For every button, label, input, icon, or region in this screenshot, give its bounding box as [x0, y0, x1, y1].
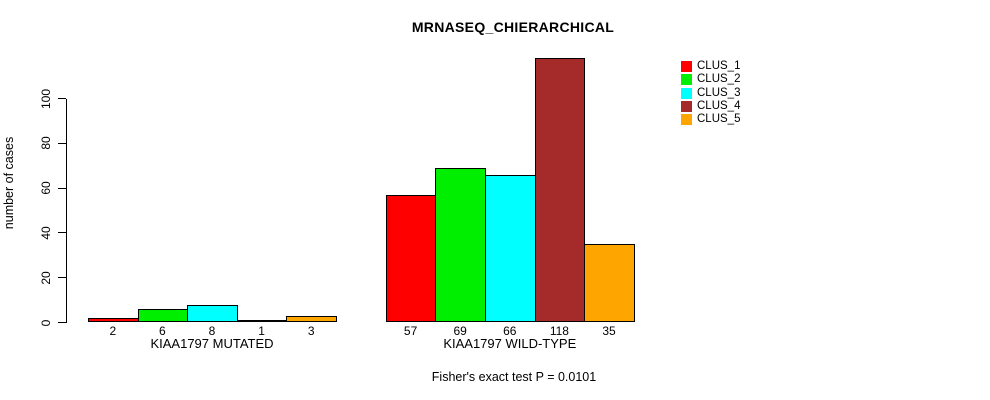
legend-item: CLUS_5 [681, 113, 741, 126]
y-axis-tick [58, 98, 66, 99]
bar [88, 318, 139, 323]
legend-label: CLUS_3 [697, 86, 741, 99]
legend-label: CLUS_1 [697, 60, 741, 72]
bar [385, 194, 437, 323]
legend-swatch [681, 61, 692, 72]
legend-label: CLUS_5 [697, 113, 741, 126]
bar [534, 58, 586, 323]
legend-item: CLUS_2 [681, 73, 741, 86]
chart-title: MRNASEQ_CHIERARCHICAL [411, 19, 615, 35]
bar [485, 174, 536, 323]
y-axis-tick-label: 80 [39, 136, 53, 150]
bar [435, 167, 486, 323]
bar-value-label: 3 [307, 324, 315, 338]
legend-label: CLUS_2 [697, 73, 741, 86]
y-axis-tick-label: 100 [39, 88, 53, 109]
bar [187, 304, 238, 323]
bar-value-label: 118 [549, 324, 569, 338]
y-axis-tick [58, 187, 66, 189]
group-label: KIAA1797 WILD-TYPE [443, 336, 577, 351]
bar-value-label: 35 [602, 324, 616, 338]
bar-value-label: 57 [403, 324, 418, 338]
legend-swatch [681, 114, 692, 126]
legend-swatch [681, 87, 692, 99]
bar [584, 244, 635, 323]
bar-value-label: 2 [109, 324, 117, 338]
bar-value-label: 66 [503, 324, 517, 338]
bar-value-label: 8 [208, 324, 216, 338]
legend-item: CLUS_1 [681, 60, 741, 72]
y-axis-tick-label: 60 [39, 181, 53, 195]
bar [286, 315, 337, 323]
pvalue-annotation: Fisher's exact test P = 0.0101 [431, 370, 597, 384]
y-axis-label: number of cases [2, 136, 16, 230]
y-axis-tick-label: 40 [39, 226, 53, 240]
y-axis-tick [58, 322, 66, 323]
legend-swatch [681, 101, 692, 113]
bar [137, 309, 189, 323]
legend-label: CLUS_4 [697, 100, 741, 113]
y-axis-tick [58, 142, 66, 144]
y-axis-tick [58, 277, 66, 279]
y-axis-tick-label: 20 [39, 271, 53, 285]
bar [236, 320, 288, 323]
y-axis-tick [58, 232, 66, 234]
group-label: KIAA1797 MUTATED [150, 336, 274, 351]
bar-value-label: 1 [258, 324, 265, 338]
y-axis-tick-label: 0 [39, 319, 53, 326]
bar-value-label: 69 [453, 324, 467, 338]
legend-item: CLUS_3 [681, 86, 741, 99]
legend-swatch [681, 74, 692, 86]
bar-value-label: 6 [159, 324, 166, 338]
y-axis-line [66, 98, 67, 323]
legend-item: CLUS_4 [681, 100, 741, 113]
